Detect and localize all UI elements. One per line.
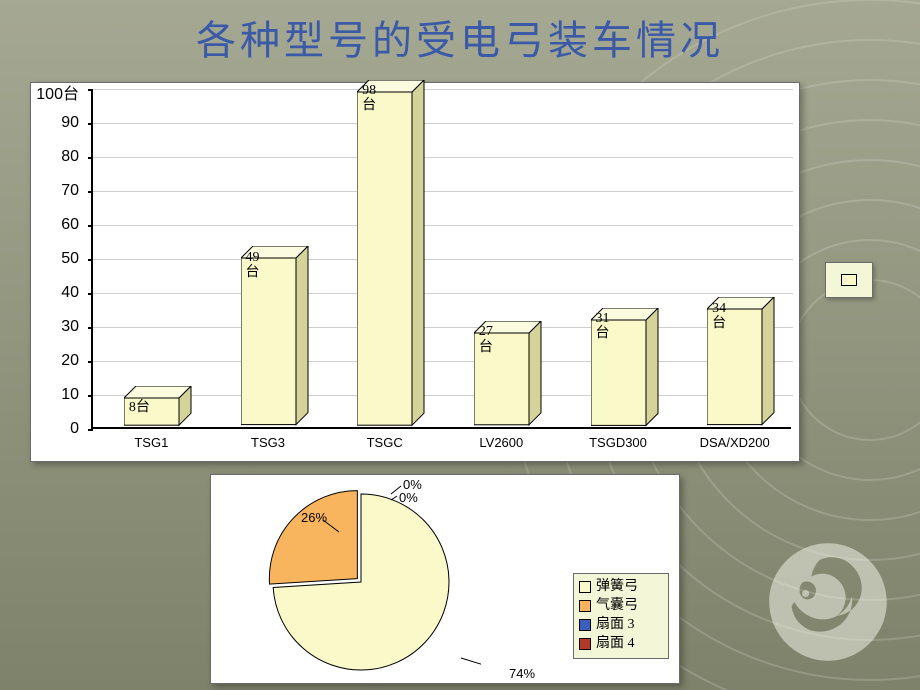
y-tick-label: 20: [31, 352, 79, 370]
pie-slice-1: [269, 491, 357, 585]
y-tick-label: 100台: [31, 80, 79, 104]
pie-pct-label: 26%: [301, 510, 327, 525]
gridline: [93, 191, 793, 192]
bar-value-label: 34 台: [712, 301, 726, 332]
bar-value-label: 98 台: [362, 83, 376, 114]
gridline: [93, 327, 793, 328]
pie-pct-label: 0%: [403, 477, 422, 492]
pie-legend-item: 气囊弓: [579, 597, 663, 616]
bar-TSGD300: 31 台: [591, 310, 658, 427]
pie-legend-label: 扇面 3: [596, 616, 635, 635]
x-tick-label: TSGD300: [568, 435, 668, 450]
pie-plot: [241, 480, 481, 680]
y-tick-label: 10: [31, 386, 79, 404]
gridline: [93, 395, 793, 396]
pie-legend-item: 扇面 4: [579, 635, 663, 654]
x-tick-label: TSG3: [218, 435, 318, 450]
gridline: [93, 157, 793, 158]
bar-value-label: 27 台: [479, 324, 493, 355]
pie-legend-label: 气囊弓: [596, 597, 638, 616]
y-tick-label: 40: [31, 284, 79, 302]
y-tick-label: 60: [31, 216, 79, 234]
x-tick-label: LV2600: [451, 435, 551, 450]
y-tick-label: 90: [31, 114, 79, 132]
page-title: 各种型号的受电弓装车情况: [0, 8, 920, 66]
bar-legend-swatch: [841, 274, 857, 286]
pie-legend-label: 扇面 4: [596, 635, 635, 654]
y-tick-label: 0: [31, 420, 79, 438]
pie-pct-label: 0%: [399, 490, 418, 505]
bar-value-label: 49 台: [246, 250, 260, 281]
bar-chart: 0 10 20 30 40 50 60 70 80 90 100台 8台 TSG1 49 台 TSG3 98 …: [30, 82, 800, 462]
pie-legend-swatch: [579, 581, 591, 593]
y-tick-label: 30: [31, 318, 79, 336]
bar-value-label: 31 台: [596, 311, 610, 342]
decorative-logo: [758, 532, 898, 672]
pie-pct-label: 74%: [509, 666, 535, 681]
x-tick-label: TSG1: [101, 435, 201, 450]
pie-legend: 弹簧弓气囊弓扇面 3扇面 4: [573, 573, 669, 659]
bar-TSG3: 49 台: [241, 248, 308, 427]
pie-legend-swatch: [579, 600, 591, 612]
gridline: [93, 123, 793, 124]
pie-legend-swatch: [579, 619, 591, 631]
bar-TSG1: 8台: [124, 388, 191, 427]
bar-LV2600: 27 台: [474, 323, 541, 427]
gridline: [93, 259, 793, 260]
x-tick-label: TSGC: [335, 435, 435, 450]
bar-TSGC: 98 台: [357, 82, 424, 427]
bar-value-label: 8台: [129, 400, 150, 415]
pie-chart: 弹簧弓气囊弓扇面 3扇面 4 74% 26% 0%0%: [210, 474, 680, 684]
gridline: [93, 89, 793, 90]
bar-legend: [825, 262, 873, 298]
pie-legend-swatch: [579, 638, 591, 650]
pie-legend-item: 扇面 3: [579, 616, 663, 635]
gridline: [93, 293, 793, 294]
pie-legend-label: 弹簧弓: [596, 578, 638, 597]
pie-legend-item: 弹簧弓: [579, 578, 663, 597]
gridline: [93, 225, 793, 226]
gridline: [93, 361, 793, 362]
bar-plot-area: 0102030405060708090100台8台TSG149 台TSG398 …: [91, 89, 791, 429]
bar-DSA/XD200: 34 台: [707, 299, 774, 427]
y-tick-label: 50: [31, 250, 79, 268]
x-tick-label: DSA/XD200: [685, 435, 785, 450]
y-tick-label: 80: [31, 148, 79, 166]
y-tick-label: 70: [31, 182, 79, 200]
